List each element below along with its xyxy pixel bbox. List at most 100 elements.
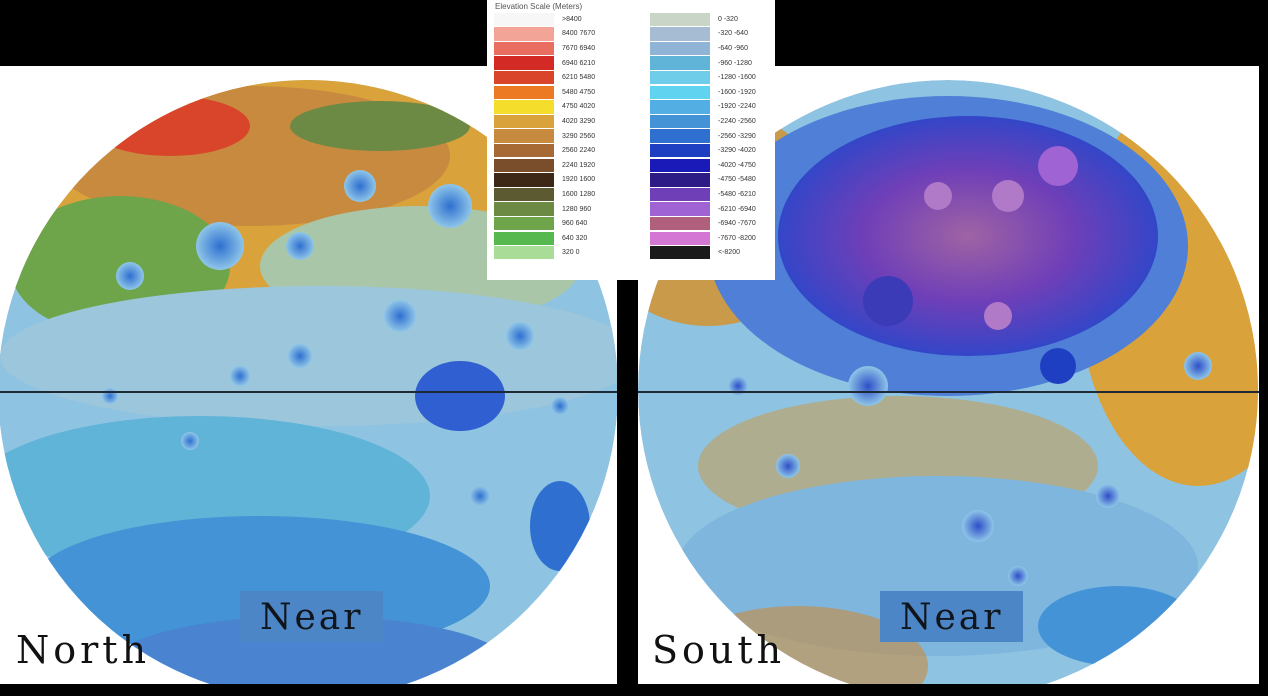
- legend-range-label: 6940 6210: [562, 59, 596, 67]
- legend-range-label: 0 -320: [718, 15, 738, 23]
- legend-swatch: [494, 56, 554, 70]
- legend-swatch: [494, 114, 554, 129]
- legend-entry: -1920 -2240: [650, 100, 756, 115]
- legend-swatch: [650, 202, 710, 216]
- legend-range-label: 320 0: [562, 249, 580, 257]
- legend-entry: -7670 -8200: [650, 231, 756, 246]
- legend-entry: -4750 -5480: [650, 173, 756, 188]
- legend-entry: -960 -1280: [650, 56, 756, 71]
- legend-swatch: [650, 85, 710, 99]
- legend-swatch: [494, 187, 554, 202]
- legend-range-label: 1280 960: [562, 205, 592, 213]
- legend-range-label: -1280 -1600: [718, 74, 756, 82]
- legend-entry: 1600 1280: [494, 187, 595, 202]
- legend-swatch: [494, 100, 554, 114]
- south-hemisphere-map: [638, 80, 1259, 684]
- legend-range-label: -3290 -4020: [718, 147, 756, 155]
- legend-entry: 7670 6940: [494, 41, 595, 56]
- legend-range-label: -7670 -8200: [718, 234, 756, 242]
- legend-range-label: 3290 2560: [562, 132, 596, 140]
- legend-entry: 1920 1600: [494, 173, 595, 188]
- legend-range-label: -4020 -4750: [718, 161, 756, 169]
- legend-range-label: 640 320: [562, 234, 588, 242]
- legend-entry: 4750 4020: [494, 100, 595, 115]
- legend-range-label: -1600 -1920: [718, 88, 756, 96]
- legend-range-label: <-8200: [718, 249, 740, 257]
- legend-range-label: -640 -960: [718, 44, 748, 52]
- legend-range-label: 8400 7670: [562, 30, 596, 38]
- legend-range-label: -960 -1280: [718, 59, 752, 67]
- legend-range-label: 2240 1920: [562, 161, 596, 169]
- legend-swatch: [650, 173, 710, 187]
- legend-entry: 0 -320: [650, 12, 756, 27]
- legend-swatch: [650, 70, 710, 85]
- legend-entry: -6210 -6940: [650, 202, 756, 217]
- legend-swatch: [650, 100, 710, 114]
- legend-swatch: [494, 231, 554, 245]
- legend-entry: 3290 2560: [494, 129, 595, 144]
- legend-swatch: [494, 246, 554, 260]
- legend-swatch: [650, 231, 710, 245]
- legend-swatch: [494, 70, 554, 85]
- legend-range-label: -320 -640: [718, 30, 748, 38]
- legend-swatch: [494, 27, 554, 41]
- north-near-side-label: Near: [240, 591, 384, 642]
- legend-range-label: -4750 -5480: [718, 176, 756, 184]
- legend-entry: -5480 -6210: [650, 187, 756, 202]
- center-divider: [617, 280, 638, 696]
- legend-swatch: [650, 216, 710, 231]
- legend-entry: <-8200: [650, 246, 756, 261]
- legend-entry: 2240 1920: [494, 158, 595, 173]
- legend-range-label: 7670 6940: [562, 44, 596, 52]
- legend-swatch: [650, 158, 710, 172]
- legend-entry: 6940 6210: [494, 56, 595, 71]
- legend-entry: 5480 4750: [494, 85, 595, 100]
- legend-range-label: -5480 -6210: [718, 190, 756, 198]
- legend-entry: -1280 -1600: [650, 70, 756, 85]
- legend-entry: 1280 960: [494, 202, 595, 217]
- south-hemisphere-label: South: [652, 628, 786, 672]
- legend-swatch: [494, 12, 554, 26]
- legend-entry: 320 0: [494, 246, 595, 261]
- legend-range-label: 960 640: [562, 220, 588, 228]
- legend-swatch: [650, 246, 710, 260]
- legend-title: Elevation Scale (Meters): [495, 2, 583, 11]
- legend-entry: 640 320: [494, 231, 595, 246]
- legend-swatch: [494, 202, 554, 216]
- legend-entry: -3290 -4020: [650, 143, 756, 158]
- legend-entry: -6940 -7670: [650, 216, 756, 231]
- legend-swatch: [494, 41, 554, 56]
- elevation-legend: Elevation Scale (Meters) >8400 8400 7670 7…: [487, 0, 775, 280]
- legend-swatch: [650, 27, 710, 41]
- legend-entry: -640 -960: [650, 41, 756, 56]
- legend-swatch: [650, 114, 710, 129]
- legend-swatch: [494, 85, 554, 99]
- legend-range-label: 2560 2240: [562, 147, 596, 155]
- legend-range-label: 4750 4020: [562, 103, 596, 111]
- legend-column-low: 0 -320 -320 -640 -640 -960 -960 -1280 -1280 …: [650, 12, 756, 260]
- legend-swatch: [494, 216, 554, 231]
- legend-entry: -2240 -2560: [650, 114, 756, 129]
- legend-range-label: 4020 3290: [562, 117, 596, 125]
- legend-swatch: [650, 143, 710, 158]
- legend-entry: 960 640: [494, 216, 595, 231]
- south-hemisphere-panel: Near South: [638, 66, 1259, 684]
- legend-swatch: [494, 158, 554, 172]
- legend-swatch: [650, 129, 710, 143]
- legend-range-label: -6210 -6940: [718, 205, 756, 213]
- legend-entry: >8400: [494, 12, 595, 27]
- legend-entry: -2560 -3290: [650, 129, 756, 144]
- legend-entry: 2560 2240: [494, 143, 595, 158]
- legend-entry: 8400 7670: [494, 27, 595, 42]
- legend-range-label: -6940 -7670: [718, 220, 756, 228]
- legend-swatch: [494, 129, 554, 143]
- legend-column-high: >8400 8400 7670 7670 6940 6940 6210 6210 548…: [494, 12, 595, 260]
- legend-swatch: [650, 56, 710, 70]
- north-hemisphere-label: North: [16, 628, 151, 672]
- legend-entry: -1600 -1920: [650, 85, 756, 100]
- legend-entry: 6210 5480: [494, 70, 595, 85]
- legend-swatch: [650, 187, 710, 202]
- legend-swatch: [494, 173, 554, 187]
- legend-range-label: 1920 1600: [562, 176, 596, 184]
- legend-range-label: >8400: [562, 15, 582, 23]
